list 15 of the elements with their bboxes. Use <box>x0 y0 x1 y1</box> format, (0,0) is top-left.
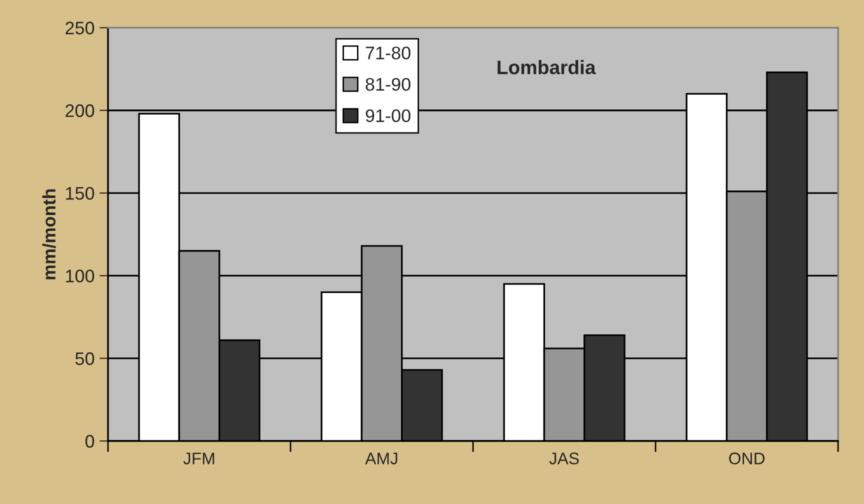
x-tick-label: JAS <box>549 452 579 464</box>
y-tick-label: 50 <box>75 352 94 366</box>
y-tick-label: 250 <box>66 22 94 34</box>
x-tick-label: AMJ <box>365 452 398 464</box>
y-tick-label: 100 <box>66 270 94 282</box>
y-tick-label: 200 <box>66 104 94 118</box>
x-tick-label: JFM <box>183 452 214 464</box>
legend-label: 91-00 <box>366 109 410 122</box>
text: Lombardia <box>498 60 596 74</box>
y-tick-label: 0 <box>85 434 94 448</box>
legend-label: 81-90 <box>366 78 410 91</box>
y-tick-label: 150 <box>66 186 94 200</box>
legend-label: 71-80 <box>366 46 410 60</box>
y-axis-title: mm/month <box>42 189 56 280</box>
x-tick-label: OND <box>729 452 765 464</box>
